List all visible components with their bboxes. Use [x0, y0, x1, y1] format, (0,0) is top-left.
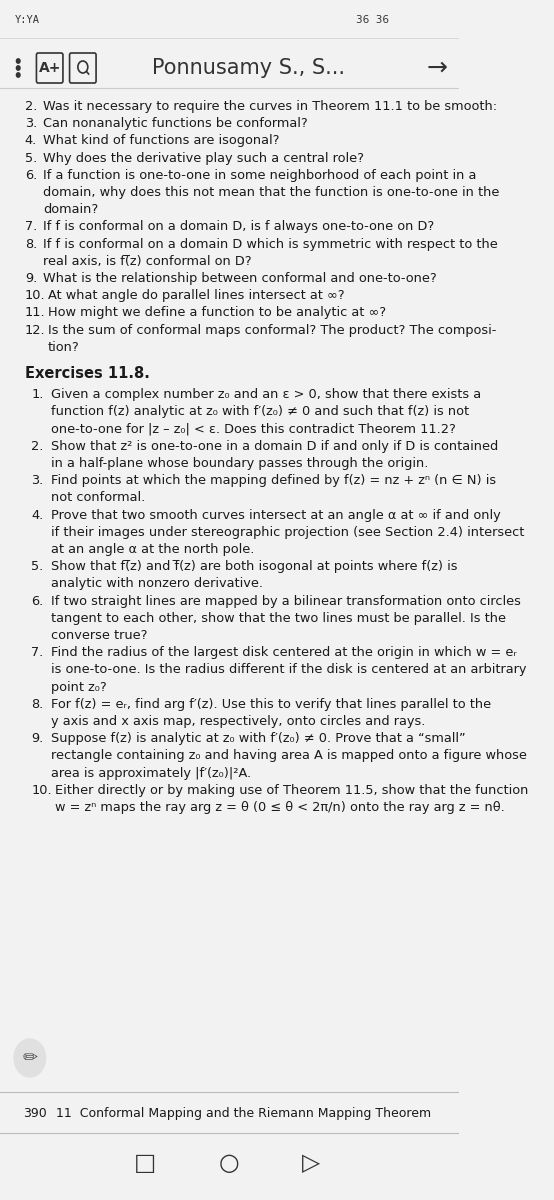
Text: A+: A+ [39, 61, 61, 74]
Text: Y:YA: Y:YA [15, 14, 40, 25]
Text: 7.: 7. [25, 221, 37, 233]
Text: 9.: 9. [25, 272, 37, 284]
Text: analytic with nonzero derivative.: analytic with nonzero derivative. [52, 577, 263, 590]
Text: if their images under stereographic projection (see Section 2.4) intersect: if their images under stereographic proj… [52, 526, 525, 539]
Text: □: □ [134, 1151, 156, 1175]
Text: At what angle do parallel lines intersect at ∞?: At what angle do parallel lines intersec… [48, 289, 345, 302]
Text: function f(z) analytic at z₀ with f′(z₀) ≠ 0 and such that f(z) is not: function f(z) analytic at z₀ with f′(z₀)… [52, 406, 469, 419]
Text: point z₀?: point z₀? [52, 680, 107, 694]
Text: ○: ○ [219, 1151, 240, 1175]
Text: Show that z² is one-to-one in a domain D if and only if D is contained: Show that z² is one-to-one in a domain D… [52, 439, 499, 452]
Circle shape [17, 73, 20, 77]
Text: 11.: 11. [25, 306, 45, 319]
Text: What kind of functions are isogonal?: What kind of functions are isogonal? [43, 134, 280, 148]
Text: not conformal.: not conformal. [52, 491, 146, 504]
Text: rectangle containing z₀ and having area A is mapped onto a figure whose: rectangle containing z₀ and having area … [52, 750, 527, 762]
Circle shape [17, 66, 20, 70]
Text: If two straight lines are mapped by a bilinear transformation onto circles: If two straight lines are mapped by a bi… [52, 594, 521, 607]
Text: If a function is one-to-one in some neighborhood of each point in a: If a function is one-to-one in some neig… [43, 169, 476, 181]
Text: 5.: 5. [32, 560, 44, 574]
Text: Either directly or by making use of Theorem 11.5, show that the function: Either directly or by making use of Theo… [55, 784, 528, 797]
Text: 3.: 3. [32, 474, 44, 487]
Text: Show that f(̅z) and f̅(z) are both isogonal at points where f(z) is: Show that f(̅z) and f̅(z) are both isogo… [52, 560, 458, 574]
Text: 2.: 2. [32, 439, 44, 452]
Text: 2.: 2. [25, 100, 37, 113]
Text: If f is conformal on a domain D, is f always one-to-one on D?: If f is conformal on a domain D, is f al… [43, 221, 434, 233]
Text: y axis and x axis map, respectively, onto circles and rays.: y axis and x axis map, respectively, ont… [52, 715, 425, 728]
Text: For f(z) = eᵣ, find arg f′(z). Use this to verify that lines parallel to the: For f(z) = eᵣ, find arg f′(z). Use this … [52, 698, 491, 710]
Text: at an angle α at the north pole.: at an angle α at the north pole. [52, 542, 255, 556]
Text: How might we define a function to be analytic at ∞?: How might we define a function to be ana… [48, 306, 386, 319]
Text: domain, why does this not mean that the function is one-to-one in the: domain, why does this not mean that the … [43, 186, 500, 199]
Text: Find the radius of the largest disk centered at the origin in which w = eᵣ: Find the radius of the largest disk cent… [52, 647, 517, 659]
Text: in a half-plane whose boundary passes through the origin.: in a half-plane whose boundary passes th… [52, 457, 429, 470]
Text: 7.: 7. [32, 647, 44, 659]
Text: 10.: 10. [32, 784, 52, 797]
Text: 36  36: 36 36 [356, 14, 389, 25]
Text: one-to-one for |z – z₀| < ε. Does this contradict Theorem 11.2?: one-to-one for |z – z₀| < ε. Does this c… [52, 422, 456, 436]
Text: Find points at which the mapping defined by f(z) = nz + zⁿ (n ∈ N) is: Find points at which the mapping defined… [52, 474, 496, 487]
Text: 6.: 6. [32, 594, 44, 607]
Text: converse true?: converse true? [52, 629, 148, 642]
Text: Exercises 11.8.: Exercises 11.8. [25, 366, 150, 380]
Text: tion?: tion? [48, 341, 80, 354]
Text: area is approximately |f′(z₀)|²A.: area is approximately |f′(z₀)|²A. [52, 767, 252, 780]
Text: tangent to each other, show that the two lines must be parallel. Is the: tangent to each other, show that the two… [52, 612, 506, 625]
Text: 3.: 3. [25, 118, 37, 130]
Circle shape [17, 59, 20, 64]
Text: real axis, is f(̅z) conformal on D?: real axis, is f(̅z) conformal on D? [43, 254, 252, 268]
Text: Prove that two smooth curves intersect at an angle α at ∞ if and only: Prove that two smooth curves intersect a… [52, 509, 501, 522]
Text: 4.: 4. [32, 509, 44, 522]
Text: 8.: 8. [25, 238, 37, 251]
Text: Suppose f(z) is analytic at z₀ with f′(z₀) ≠ 0. Prove that a “small”: Suppose f(z) is analytic at z₀ with f′(z… [52, 732, 466, 745]
Text: 4.: 4. [25, 134, 37, 148]
Text: Ponnusamy S., S...: Ponnusamy S., S... [152, 58, 345, 78]
Text: Why does the derivative play such a central role?: Why does the derivative play such a cent… [43, 151, 364, 164]
Text: w = zⁿ maps the ray arg z = θ (0 ≤ θ < 2π/n) onto the ray arg z = nθ.: w = zⁿ maps the ray arg z = θ (0 ≤ θ < 2… [55, 802, 504, 814]
Text: 9.: 9. [32, 732, 44, 745]
Text: Given a complex number z₀ and an ε > 0, show that there exists a: Given a complex number z₀ and an ε > 0, … [52, 388, 481, 401]
Text: Can nonanalytic functions be conformal?: Can nonanalytic functions be conformal? [43, 118, 308, 130]
Text: 6.: 6. [25, 169, 37, 181]
Text: If f is conformal on a domain D which is symmetric with respect to the: If f is conformal on a domain D which is… [43, 238, 498, 251]
Text: Was it necessary to require the curves in Theorem 11.1 to be smooth:: Was it necessary to require the curves i… [43, 100, 497, 113]
Text: 10.: 10. [25, 289, 45, 302]
Text: What is the relationship between conformal and one-to-one?: What is the relationship between conform… [43, 272, 437, 284]
Text: Is the sum of conformal maps conformal? The product? The composi-: Is the sum of conformal maps conformal? … [48, 324, 496, 336]
Text: 1.: 1. [32, 388, 44, 401]
Circle shape [14, 1039, 45, 1078]
Text: 11  Conformal Mapping and the Riemann Mapping Theorem: 11 Conformal Mapping and the Riemann Map… [57, 1106, 432, 1120]
Text: domain?: domain? [43, 203, 98, 216]
Text: 390: 390 [23, 1106, 47, 1120]
Text: →: → [427, 56, 448, 80]
Text: ✏: ✏ [22, 1049, 37, 1067]
Text: 12.: 12. [25, 324, 45, 336]
Text: 5.: 5. [25, 151, 37, 164]
Text: is one-to-one. Is the radius different if the disk is centered at an arbitrary: is one-to-one. Is the radius different i… [52, 664, 527, 677]
Text: 8.: 8. [32, 698, 44, 710]
Text: ▷: ▷ [301, 1151, 320, 1175]
